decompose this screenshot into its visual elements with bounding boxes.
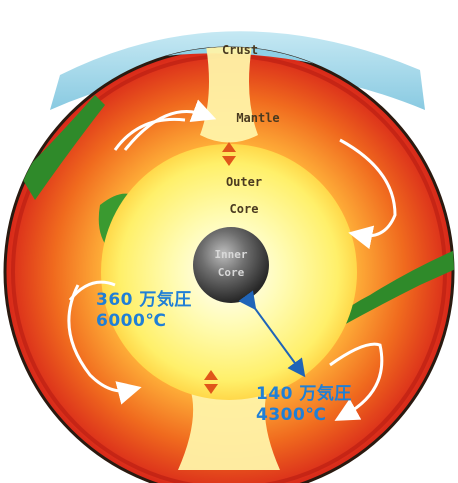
sky-band: [50, 31, 425, 110]
subduction-slab-left: [20, 95, 105, 200]
subduction-slab-right: [335, 250, 454, 326]
convection-arrow: [123, 99, 217, 151]
inner-core-pressure: 360 万気圧: [96, 290, 192, 310]
mantle-plume-bottom: [178, 380, 280, 470]
convection-arrow: [67, 284, 142, 405]
convection-arrow: [68, 280, 116, 301]
mantle-label: Mantle: [236, 111, 279, 125]
inner-core-readout: 360 万気圧 6000℃: [96, 290, 192, 332]
inner-core-label-line1: Inner: [214, 248, 247, 261]
upwelling-arrow: [204, 370, 218, 380]
inner-core-temperature: 6000℃: [96, 311, 167, 331]
crust-label: Crust: [222, 43, 258, 57]
core-boundary-readout: 140 万気圧 4300℃: [256, 384, 352, 426]
upwelling-arrow: [204, 384, 218, 394]
inner-core: [193, 227, 269, 303]
convection-arrow: [339, 138, 397, 250]
inner-core-label-line2: Core: [218, 266, 245, 279]
depth-arrow: [238, 290, 306, 378]
convection-arrow: [329, 342, 384, 421]
upwelling-arrow: [222, 156, 236, 166]
convection-arrow: [113, 117, 186, 151]
outer-core-label-line2: Core: [230, 202, 259, 216]
outer-core-label-line1: Outer: [226, 175, 262, 189]
core-boundary-pressure: 140 万気圧: [256, 384, 352, 404]
core-boundary-temperature: 4300℃: [256, 405, 327, 425]
upwelling-arrow: [222, 142, 236, 152]
